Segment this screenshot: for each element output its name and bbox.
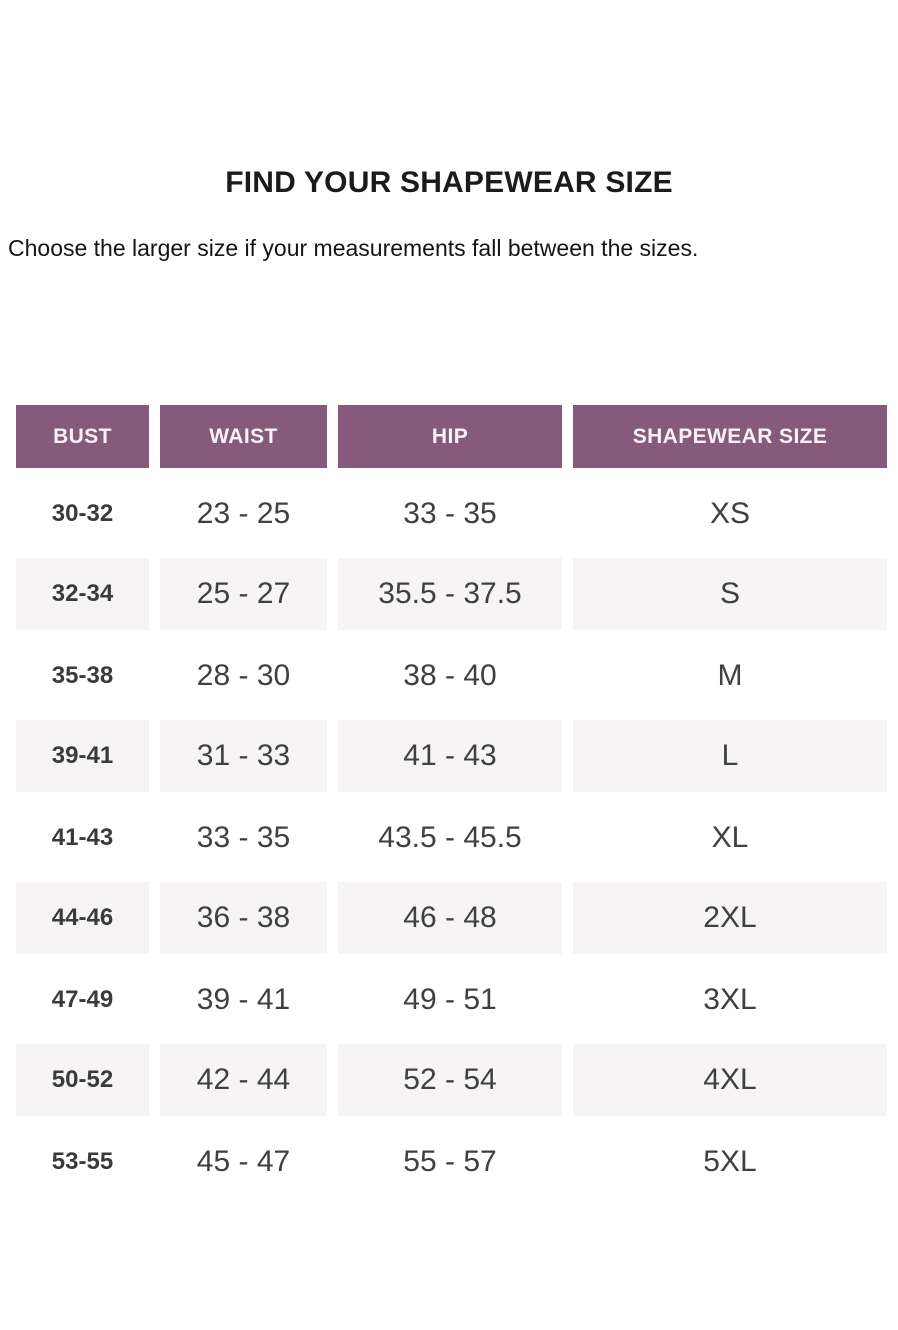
hip-cell: 55 - 57 [338,1121,562,1202]
column-header-waist: WAIST [160,405,327,468]
waist-cell: 45 - 47 [160,1121,327,1202]
waist-cell: 28 - 30 [160,635,327,716]
size-cell: 5XL [573,1121,887,1202]
bust-cell: 39-41 [16,716,149,797]
bust-cell: 47-49 [16,959,149,1040]
hip-cell: 43.5 - 45.5 [338,797,562,878]
waist-cell: 39 - 41 [160,959,327,1040]
column-header-bust: BUST [16,405,149,468]
size-chart-table: BUST WAIST HIP SHAPEWEAR SIZE 30-32 23 - … [16,405,887,1202]
hip-cell: 46 - 48 [338,878,562,959]
column-header-hip: HIP [338,405,562,468]
size-cell: L [573,716,887,797]
bust-cell: 41-43 [16,797,149,878]
bust-cell: 30-32 [16,473,149,554]
bust-cell: 35-38 [16,635,149,716]
size-cell: M [573,635,887,716]
waist-cell: 33 - 35 [160,797,327,878]
hip-cell: 35.5 - 37.5 [338,554,562,635]
waist-cell: 25 - 27 [160,554,327,635]
bust-cell: 44-46 [16,878,149,959]
bust-cell: 50-52 [16,1040,149,1121]
size-cell: 3XL [573,959,887,1040]
hip-cell: 49 - 51 [338,959,562,1040]
hip-cell: 38 - 40 [338,635,562,716]
page-title: FIND YOUR SHAPEWEAR SIZE [225,166,673,199]
hip-cell: 33 - 35 [338,473,562,554]
size-cell: 4XL [573,1040,887,1121]
size-cell: 2XL [573,878,887,959]
waist-cell: 31 - 33 [160,716,327,797]
column-header-shapewear-size: SHAPEWEAR SIZE [573,405,887,468]
size-cell: XS [573,473,887,554]
size-cell: XL [573,797,887,878]
bust-cell: 53-55 [16,1121,149,1202]
size-cell: S [573,554,887,635]
waist-cell: 23 - 25 [160,473,327,554]
waist-cell: 42 - 44 [160,1040,327,1121]
page-subtitle: Choose the larger size if your measureme… [8,235,699,261]
hip-cell: 41 - 43 [338,716,562,797]
bust-cell: 32-34 [16,554,149,635]
waist-cell: 36 - 38 [160,878,327,959]
hip-cell: 52 - 54 [338,1040,562,1121]
